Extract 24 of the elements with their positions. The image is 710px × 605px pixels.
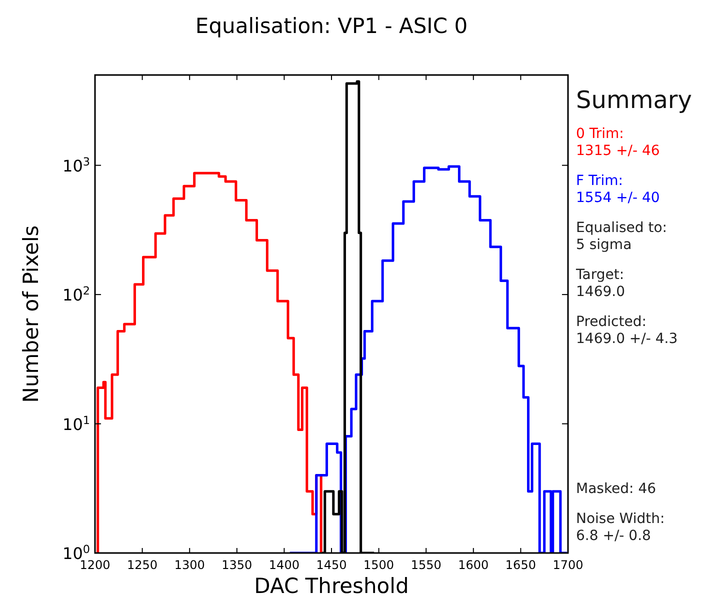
text: Equalised to: 5 sigma bbox=[576, 220, 667, 253]
y-tick-label: 10$^{2}$ bbox=[62, 284, 90, 305]
text: 0 Trim: 1315 +/- 46 bbox=[576, 126, 660, 159]
x-tick-label: 1450 bbox=[316, 558, 347, 572]
text: Noise Width: 6.8 +/- 0.8 bbox=[576, 511, 665, 544]
x-tick-label: 1600 bbox=[458, 558, 489, 572]
x-tick-label: 1500 bbox=[364, 558, 394, 572]
text: F Trim: 1554 +/- 40 bbox=[576, 173, 660, 206]
text: Predicted: 1469.0 +/- 4.3 bbox=[576, 314, 678, 347]
text: Summary bbox=[576, 86, 692, 114]
chart-title: Equalisation: VP1 - ASIC 0 bbox=[195, 14, 468, 38]
x-axis-title: DAC Threshold bbox=[254, 574, 409, 598]
y-axis-title: Number of Pixels bbox=[19, 225, 43, 403]
x-tick-label: 1700 bbox=[552, 558, 584, 572]
x-tick-label: 1300 bbox=[174, 558, 205, 572]
x-tick-label: 1550 bbox=[410, 558, 442, 572]
x-tick-label: 1350 bbox=[222, 558, 252, 572]
text: Masked: 46 bbox=[576, 481, 656, 497]
x-tick-label: 1400 bbox=[268, 558, 300, 572]
y-tick-label: 10$^{1}$ bbox=[62, 413, 90, 434]
y-tick-label: 10$^{3}$ bbox=[62, 154, 90, 176]
text: Target: 1469.0 bbox=[575, 267, 625, 300]
x-tick-label: 1650 bbox=[505, 558, 536, 572]
x-tick-label: 1250 bbox=[127, 558, 158, 572]
